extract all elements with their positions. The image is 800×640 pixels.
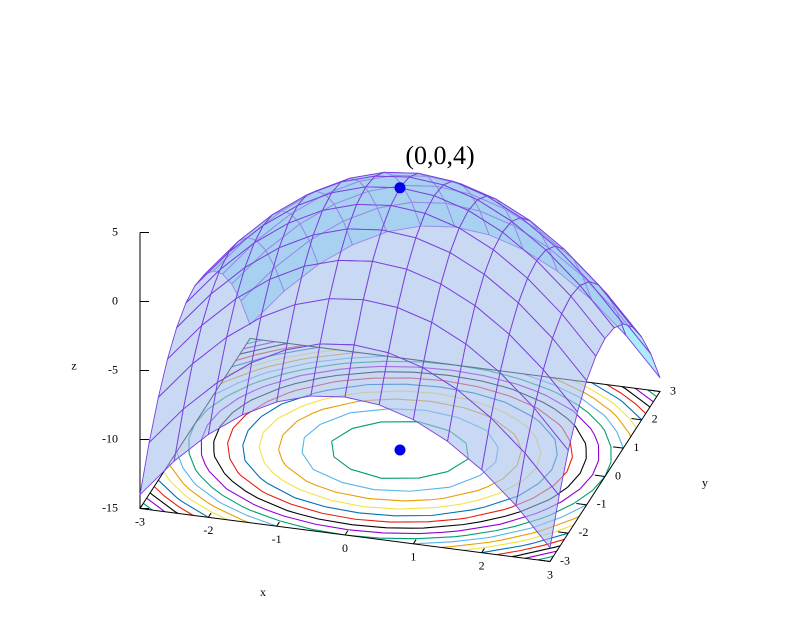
x-tick-label: 1 [410,550,416,564]
surface-patch [378,352,423,421]
y-tick-label: -2 [578,525,588,539]
x-tick-label: 3 [547,567,553,581]
y-tick [594,474,606,477]
z-tick-label: 5 [112,224,118,238]
x-tick-label: -1 [272,532,282,546]
point-projection [394,444,406,456]
z-axis-label: z [71,358,76,372]
y-tick-label: 0 [615,468,621,482]
x-tick-label: 2 [479,558,485,572]
overlay: (0,0,4) [394,141,475,194]
surface [139,171,661,549]
x-tick [276,521,280,527]
x-tick [549,556,554,562]
y-tick [576,503,587,506]
y-tick-label: -1 [597,497,607,511]
z-tick-label: -10 [102,431,118,445]
y-tick [631,418,642,421]
z-tick-label: 0 [112,293,118,307]
point-label: (0,0,4) [405,141,474,170]
y-tick-label: 2 [652,412,658,426]
y-tick [649,389,661,392]
y-tick [558,531,569,534]
y-tick [613,446,624,449]
y-tick-label: 1 [633,440,639,454]
x-tick [207,512,212,518]
z-tick-label: -5 [108,362,118,376]
x-axis-label: x [260,585,266,599]
y-tick [539,559,551,562]
y-axis-label: y [702,475,708,489]
x-tick-label: -2 [203,523,213,537]
x-tick [412,539,417,545]
y-tick-label: 3 [670,383,676,397]
point [394,182,406,194]
x-tick [344,530,349,536]
z-tick-label: -15 [102,500,118,514]
x-tick-label: -3 [135,514,145,528]
x-tick [481,548,485,553]
x-tick-label: 0 [342,541,348,555]
y-tick-label: -3 [560,553,570,567]
